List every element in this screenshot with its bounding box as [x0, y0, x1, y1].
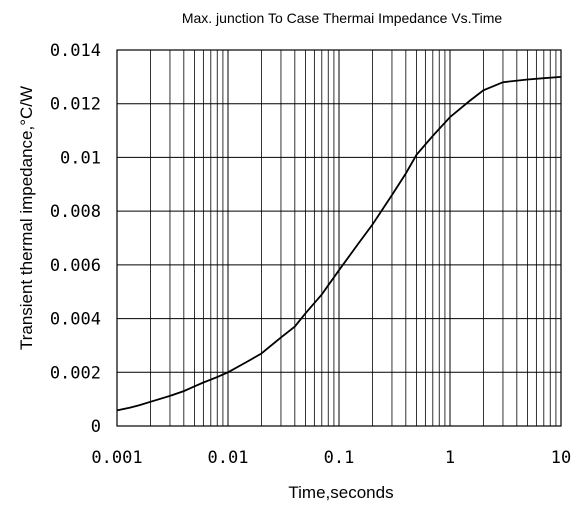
x-tick-label: 0.01 — [208, 448, 249, 468]
y-tick-label: 0.006 — [50, 256, 101, 276]
x-tick-label: 1 — [445, 448, 455, 468]
series-line — [116, 76, 562, 412]
x-tick-labels: 0.001 0.01 0.1 1 10 — [91, 448, 571, 468]
x-tick-label: 0.1 — [324, 448, 355, 468]
grid — [117, 50, 561, 426]
y-tick-label: 0.014 — [50, 41, 101, 61]
y-tick-label: 0.002 — [50, 363, 101, 383]
y-tick-label: 0.012 — [50, 95, 101, 115]
y-tick-label: 0 — [91, 417, 101, 437]
x-tick-label: 10 — [551, 448, 571, 468]
y-axis-title: Transient thermal impedance,°C/W — [17, 86, 36, 350]
x-axis-title: Time,seconds — [288, 483, 393, 502]
plot-frame — [116, 49, 562, 427]
x-tick-label: 0.001 — [91, 448, 142, 468]
y-tick-label: 0.008 — [50, 202, 101, 222]
chart-title: Max. junction To Case Thermai Impedance … — [182, 10, 503, 26]
y-tick-label: 0.004 — [50, 310, 101, 330]
y-tick-label: 0.01 — [60, 148, 101, 168]
y-tick-labels: 0 0.002 0.004 0.006 0.008 0.01 0.012 0.014 — [50, 41, 101, 437]
